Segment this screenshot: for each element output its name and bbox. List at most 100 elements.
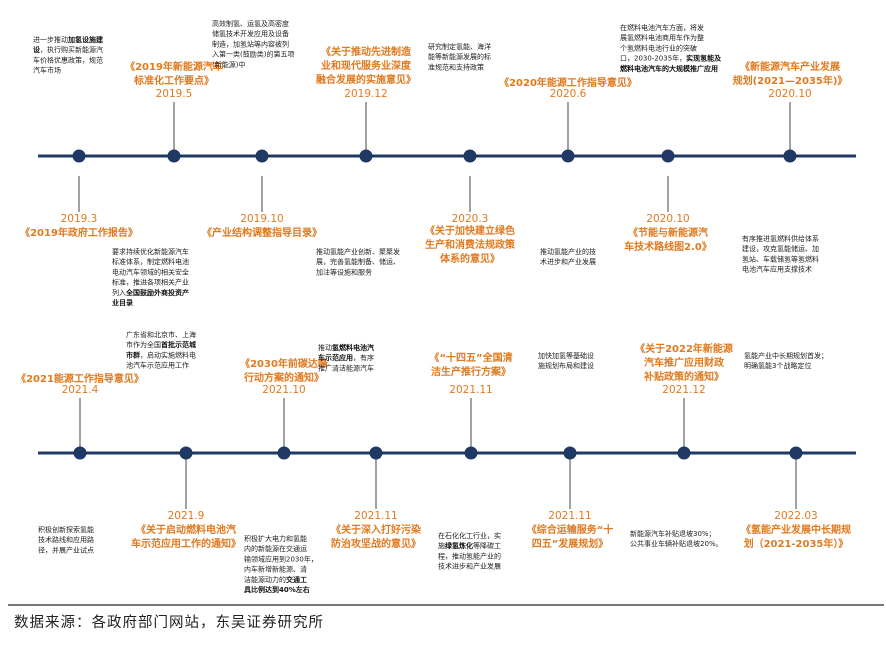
event-description: 在石化化工行业，实 [438,531,501,540]
timeline-node [255,149,269,163]
timeline-node [783,149,797,163]
event-description: 推动氢燃料电池汽 [318,343,374,352]
timeline-node [179,446,193,460]
timeline-node [563,446,577,460]
event-description: 能等新能源发展的标 [428,52,491,61]
timeline-node [359,149,373,163]
event-title: 《氢能产业发展中长期规 [741,523,851,536]
event-date: 2020.10 [646,213,689,225]
event-date: 2019.5 [156,88,193,100]
event-description: 积极扩大电力和氢能 [244,534,307,543]
event-title: 《关于深入打好污染 [331,523,422,536]
timeline-node [789,446,803,460]
event-description: 建设，攻克氢能储运、加 [742,244,819,253]
event-description: 推广清洁能源汽车 [318,363,374,372]
event-description: 业目录 [112,298,133,307]
event-description: 汽车市场 [33,66,61,75]
timeline-event: 2019.5 《2019年新能源汽车标准化工作要点》要求持续优化新能源汽车标准体系… [112,60,223,307]
event-description: 推动氢能产业的技 [540,247,596,256]
event-description: 口，2030-2035年，实现氢能及 [620,54,722,63]
event-description: 在燃料电池汽车方面，将发 [620,23,704,32]
timeline-node [463,149,477,163]
event-date: 2020.6 [550,88,587,100]
event-description: 制造，加氢站等内容被列 [212,39,289,48]
event-description: 电池汽车应用支撑技术 [742,265,812,274]
timeline-event: 2019.12 《关于推动先进制造业和现代服务业深度融合发展的实施意见》推动氢能产… [316,45,416,276]
event-description: 入第一类(鼓励类)的第五项 [212,50,294,59]
event-title: 《综合运输服务“十 [527,523,614,536]
event-title: 《关于推动先进制造 [321,45,412,58]
event-description: 加快加氢等基础设 [538,351,594,360]
event-description: 燃料电池汽车的大规模推广应用 [619,64,718,73]
event-title: 划（2021-2035年）》 [744,537,849,550]
event-title: 生产和消费法规政策 [425,238,516,251]
timeline-node [167,149,181,163]
event-description: 新能源汽车补贴退坡30%； [630,529,716,538]
event-title: 《节能与新能源汽 [628,226,708,239]
event-description: (新能源)中 [212,60,245,69]
event-description: 积极创新探索氢能 [38,525,94,534]
event-title: 补贴政策的通知》 [643,370,724,383]
timeline-node [73,446,87,460]
timeline-event: 2021.11 《“十四五”全国清洁生产推行方案》在石化化工行业，实施绿氢炼化等降… [429,351,512,571]
event-description: 有序推进氢燃料供给体系 [742,234,819,243]
event-description: 施规划布局和建设 [538,361,594,370]
event-description: 储氢技术开发应用及设备 [212,29,289,38]
event-description: 高效制氢、运氢及高密度 [212,19,289,28]
event-title: 洁生产推行方案》 [431,365,511,378]
timeline-event: 2019.3《2019年政府工作报告》 进一步推动加氢设施建设，执行购买新能源汽车… [20,35,138,239]
event-date: 2021.12 [662,384,705,396]
event-title: 防治攻坚战的意见》 [331,537,421,550]
event-title: 车技术路线图2.0》 [624,240,712,253]
event-title: 业和现代服务业深度 [321,59,412,72]
event-description: 广东省和北京市、上海 [126,330,196,339]
event-date: 2021.11 [449,384,492,396]
policy-timeline: 2019.3《2019年政府工作报告》 进一步推动加氢设施建设，执行购买新能源汽车… [16,19,856,594]
event-description: 标准体系，制定燃料电池 [112,257,189,266]
event-date: 2019.3 [61,213,98,225]
timeline-events: 2019.3《2019年政府工作报告》 进一步推动加氢设施建设，执行购买新能源汽车… [16,19,851,594]
event-description: 市群，启动实施燃料电 [126,350,196,359]
event-title: 《关于启动燃料电池汽 [136,523,236,536]
event-description: 准规范和支持政策 [428,62,484,71]
event-description: 氢能产业中长期规划首发； [744,351,828,360]
timeline-node [72,149,86,163]
event-description: 车价格优惠政策，规范 [33,55,103,64]
event-description: 具比例达到40%左右 [243,585,310,594]
event-description: 氢站、车载储氢等氢燃料 [742,254,819,263]
event-date: 2020.3 [452,213,489,225]
event-description: 加注等设施和服务 [316,267,372,276]
event-date: 2019.10 [240,213,283,225]
event-description: 程，推动氢能产业的 [438,551,501,560]
event-title: 《“十四五”全国清 [429,351,512,364]
event-description: 输领域应用到2030年， [244,554,318,563]
timeline-node [277,446,291,460]
event-description: 公共事业车辆补贴退坡20%。 [630,539,723,548]
event-description: 要求持续优化新能源汽车 [112,247,189,256]
event-description: 内的新能源在交通运 [244,544,307,553]
event-title: 规划(2021—2035年)》 [733,74,848,87]
timeline-node [677,446,691,460]
event-date: 2021.10 [262,384,305,396]
event-description: 电动汽车领域的相关安全 [112,267,189,276]
event-title: 《产业结构调整指导目录》 [202,226,322,239]
event-title: 四五”发展规划》 [532,537,609,550]
event-description: 个氢燃料电池行业的突破 [620,43,697,52]
event-title: 融合发展的实施意见》 [316,73,416,86]
event-description: 进一步推动加氢设施建 [33,35,104,44]
event-description: 市作为全国首批示范城 [126,340,196,349]
event-description: 技术进步和产业发展 [438,562,501,571]
event-title: 汽车推广应用财政 [644,356,725,369]
event-title: 《2020年能源工作指导意见》 [499,76,637,89]
data-source-note: 数据来源：各政府部门网站，东吴证券研究所 [14,615,324,631]
event-description: 车示范应用，有序 [318,353,374,362]
event-date: 2021.4 [62,384,99,396]
event-description: 洁能源动力的交通工 [244,575,307,584]
event-description: 施绿氢炼化等降碳工 [438,541,501,550]
event-date: 2020.10 [768,88,811,100]
